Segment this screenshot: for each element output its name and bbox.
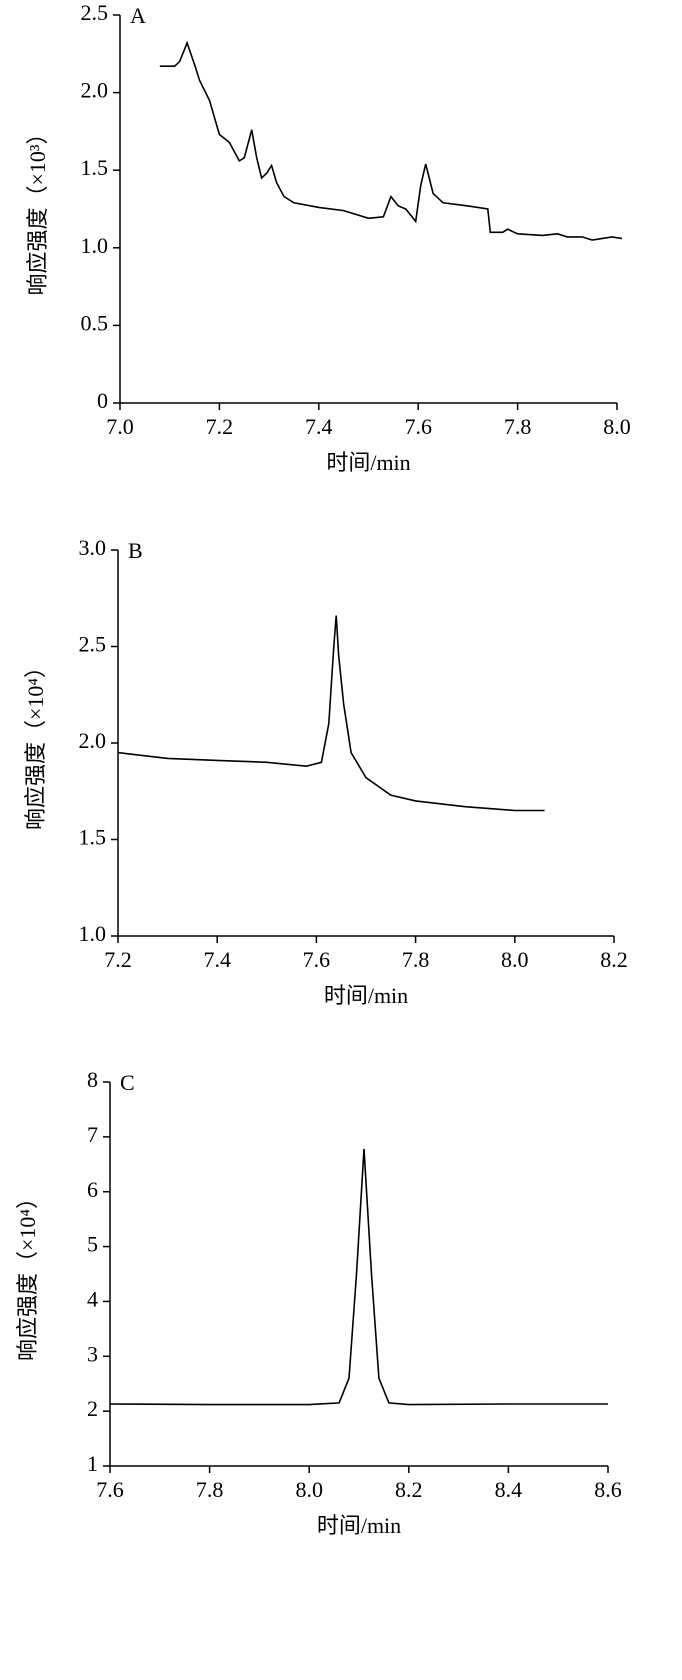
y-tick-label: 2 — [87, 1396, 98, 1421]
x-tick-label: 7.2 — [104, 947, 132, 972]
panel-label: C — [120, 1070, 135, 1095]
data-line — [159, 40, 623, 241]
data-line — [109, 1148, 608, 1406]
x-tick-label: 8.4 — [495, 1477, 523, 1502]
x-axis-label: 时间/min — [317, 1513, 401, 1538]
y-axis-label: 响应强度（×10⁴） — [15, 1187, 40, 1361]
x-tick-label: 8.0 — [295, 1477, 323, 1502]
x-tick-label: 7.8 — [402, 947, 430, 972]
y-tick-label: 2.5 — [79, 632, 107, 657]
x-axis-label: 时间/min — [326, 450, 410, 475]
y-axis-label: 响应强度（×10⁴） — [23, 656, 48, 830]
y-tick-label: 6 — [87, 1177, 98, 1202]
y-tick-label: 7 — [87, 1122, 98, 1147]
panel-label: B — [128, 538, 143, 563]
y-tick-label: 0.5 — [81, 310, 109, 335]
data-line — [117, 615, 545, 812]
x-tick-label: 7.6 — [303, 947, 331, 972]
y-tick-label: 1 — [87, 1451, 98, 1476]
y-tick-label: 8 — [87, 1067, 98, 1092]
y-tick-label: 1.0 — [81, 233, 109, 258]
y-tick-label: 1.5 — [81, 155, 109, 180]
y-tick-label: 2.0 — [81, 78, 109, 103]
x-tick-label: 8.2 — [600, 947, 628, 972]
x-tick-label: 7.4 — [203, 947, 231, 972]
x-axis-label: 时间/min — [324, 983, 408, 1008]
x-tick-label: 7.8 — [196, 1477, 224, 1502]
y-tick-label: 1.0 — [79, 921, 107, 946]
x-tick-label: 7.2 — [206, 414, 234, 439]
y-tick-label: 3 — [87, 1341, 98, 1366]
x-tick-label: 8.6 — [594, 1477, 622, 1502]
y-tick-label: 2.5 — [81, 0, 109, 25]
x-tick-label: 7.0 — [106, 414, 134, 439]
x-tick-label: 7.4 — [305, 414, 333, 439]
x-tick-label: 8.0 — [603, 414, 631, 439]
x-tick-label: 8.2 — [395, 1477, 423, 1502]
y-tick-label: 1.5 — [79, 825, 107, 850]
y-axis-label: 响应强度（×10³） — [25, 122, 50, 295]
x-tick-label: 8.0 — [501, 947, 529, 972]
x-tick-label: 7.6 — [96, 1477, 124, 1502]
panel-label: A — [130, 3, 146, 28]
y-tick-label: 2.0 — [79, 728, 107, 753]
x-tick-label: 7.6 — [404, 414, 432, 439]
y-tick-label: 5 — [87, 1232, 98, 1257]
y-tick-label: 3.0 — [79, 535, 107, 560]
y-tick-label: 0 — [97, 388, 108, 413]
y-tick-label: 4 — [87, 1286, 98, 1311]
x-tick-label: 7.8 — [504, 414, 532, 439]
